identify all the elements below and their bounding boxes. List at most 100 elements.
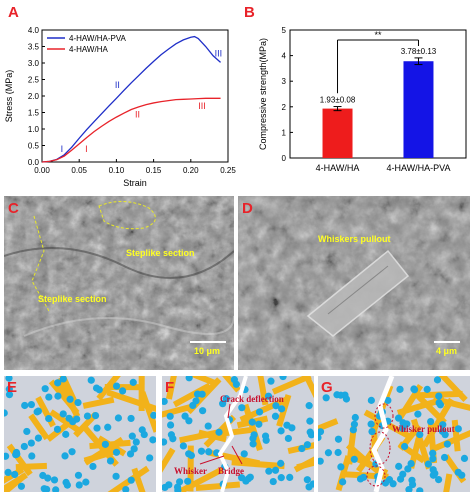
ha-particle xyxy=(62,430,70,438)
ha-particle xyxy=(403,420,411,428)
ha-particle xyxy=(350,455,358,463)
ha-particle xyxy=(404,465,412,473)
whisker-rod xyxy=(421,397,455,448)
ha-particle xyxy=(160,438,168,446)
ha-particle xyxy=(454,425,462,433)
ha-particle xyxy=(334,435,343,443)
whisker-pullout-label: Whisker pullout xyxy=(392,424,455,434)
ha-particle xyxy=(126,450,135,458)
scale-bar-d-label: 4 μm xyxy=(436,346,458,356)
whisker-rod xyxy=(410,418,432,470)
panel-f-label: F xyxy=(165,379,175,396)
ha-particle xyxy=(316,428,325,436)
ha-particle xyxy=(396,385,404,393)
scale-bar-c-label: 10 μm xyxy=(194,346,221,356)
panel-c-sem-image: C Steplike section Steplike section 10 μ… xyxy=(4,196,234,370)
ha-particle xyxy=(429,455,437,463)
ha-particle xyxy=(440,453,449,462)
ha-particle xyxy=(303,441,312,449)
ha-particle xyxy=(149,436,157,444)
stress-strain-chart: 0.00 0.05 0.10 0.15 0.20 0.25 0.0 0.5 1.0 1.5 2.0 2… xyxy=(4,26,236,188)
scale-bar-c xyxy=(190,341,226,343)
ha-particle xyxy=(298,444,306,453)
panel-e-schematic: E xyxy=(0,354,160,498)
ha-particle xyxy=(272,402,280,410)
ha-particle xyxy=(269,477,277,486)
ha-particle xyxy=(429,471,437,479)
ha-particle xyxy=(83,412,92,420)
y-axis-label: Stress (MPa) xyxy=(4,70,14,123)
schematic-f xyxy=(153,352,331,494)
ha-particle xyxy=(249,434,257,442)
ha-particle xyxy=(61,452,69,460)
whisker-rod xyxy=(432,395,474,413)
ha-particle xyxy=(27,400,36,409)
bar-1 xyxy=(322,108,353,158)
ha-particle xyxy=(395,462,403,470)
ha-particle xyxy=(410,386,419,394)
ha-particle xyxy=(277,427,285,435)
ha-particle xyxy=(306,417,314,425)
x-tick-label: 0.15 xyxy=(146,166,162,175)
ha-particle xyxy=(50,476,59,484)
category-label-2: 4-HAW/HA-PVA xyxy=(386,163,450,173)
ha-particle xyxy=(161,483,169,492)
whisker-rod xyxy=(242,403,263,451)
ha-particle xyxy=(322,394,330,402)
ha-particle xyxy=(59,375,67,383)
ha-particle xyxy=(17,482,26,490)
panel-d-sem-image: D Whiskers pullout 4 μm xyxy=(238,196,470,370)
ha-particle xyxy=(337,463,345,471)
ha-particle xyxy=(238,404,246,412)
crack-path xyxy=(371,375,395,493)
pulled-whisker xyxy=(306,249,410,337)
panel-g-label: G xyxy=(321,379,333,396)
panel-g-schematic: G Whisker pullout xyxy=(307,367,474,498)
ha-particle xyxy=(27,439,35,447)
ha-particle xyxy=(255,420,263,428)
ha-particle xyxy=(130,445,138,453)
sem-texture-d xyxy=(238,196,470,370)
plot-frame xyxy=(289,29,467,159)
ha-particle xyxy=(242,477,250,485)
ha-particle xyxy=(4,468,12,477)
scale-bar-d xyxy=(434,341,460,343)
ha-particle xyxy=(435,392,443,400)
category-label-1: 4-HAW/HA xyxy=(316,163,360,173)
crack-path xyxy=(217,375,248,493)
ha-particle xyxy=(284,434,292,443)
y-tick-label: 3.5 xyxy=(28,43,40,52)
ha-particle xyxy=(122,485,130,494)
ha-particle xyxy=(265,467,273,475)
ha-particle xyxy=(405,486,413,494)
whisker-label: Whisker xyxy=(174,466,208,476)
y-tick-label: 3.0 xyxy=(28,59,40,68)
ha-particle xyxy=(74,398,82,407)
ha-particle xyxy=(63,481,71,489)
ha-particle xyxy=(23,427,31,436)
ha-particle xyxy=(423,385,431,393)
data-label-2: 3.78±0.13 xyxy=(401,47,437,56)
ha-particle xyxy=(400,442,409,451)
ha-particle xyxy=(454,468,462,476)
ha-particle xyxy=(305,402,313,410)
stage-annotation: II xyxy=(135,109,140,119)
panel-a: 0.00 0.05 0.10 0.15 0.20 0.25 0.0 0.5 1.0 1.5 2.0 2… xyxy=(0,0,236,195)
panel-a-label: A xyxy=(8,4,19,21)
ha-particle xyxy=(324,449,333,457)
ha-particle xyxy=(128,432,136,440)
steplike-outline-1 xyxy=(31,215,50,312)
ha-particle xyxy=(205,448,213,456)
ha-particle xyxy=(20,442,28,451)
stage-annotation: III xyxy=(215,48,223,58)
y-tick-label: 2 xyxy=(282,103,287,112)
whisker-rod xyxy=(172,382,212,408)
ha-particle xyxy=(436,401,445,409)
ha-particle xyxy=(434,475,443,484)
ha-particle xyxy=(197,447,206,455)
ha-particle xyxy=(5,374,13,382)
ha-particle xyxy=(112,448,121,456)
whisker-rod xyxy=(15,462,47,471)
ha-particle xyxy=(127,476,135,484)
x-tick-label: 0.10 xyxy=(109,166,125,175)
